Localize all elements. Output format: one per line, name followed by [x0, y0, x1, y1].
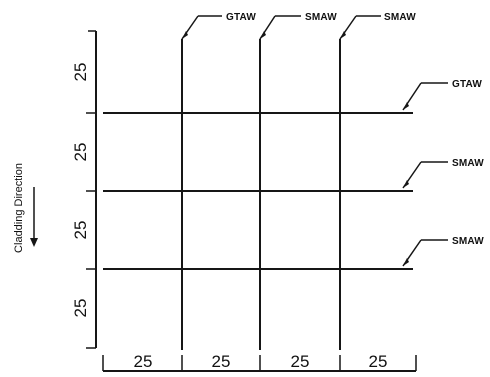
top-leader-gtaw-arrowhead [182, 31, 188, 39]
top-label-smaw-2: SMAW [384, 12, 416, 23]
top-label-gtaw: GTAW [226, 12, 256, 23]
right-leader-gtaw-arrowhead [403, 102, 409, 110]
right-leader-smaw-1-arrowhead [403, 180, 409, 188]
left-dimension-label-1: 25 [71, 63, 90, 82]
bottom-dimension-label-4: 25 [369, 352, 388, 371]
left-dimension-label-4: 25 [71, 299, 90, 318]
bottom-dimension-label-3: 25 [291, 352, 310, 371]
right-label-smaw-1: SMAW [452, 158, 484, 169]
top-label-smaw-1: SMAW [305, 12, 337, 23]
right-leader-smaw-2-arrowhead [403, 258, 409, 266]
cladding-direction-label: Cladding Direction [13, 163, 25, 253]
bottom-dimension-label-1: 25 [134, 352, 153, 371]
cladding-direction-arrow-head [30, 238, 38, 247]
bottom-dimension-label-2: 25 [212, 352, 231, 371]
right-label-gtaw: GTAW [452, 79, 482, 90]
top-leader-smaw-2-arrowhead [340, 31, 346, 39]
left-dimension-label-2: 25 [71, 143, 90, 162]
top-leader-smaw-1-arrowhead [260, 31, 266, 39]
left-dimension-label-3: 25 [71, 221, 90, 240]
right-label-smaw-2: SMAW [452, 236, 484, 247]
